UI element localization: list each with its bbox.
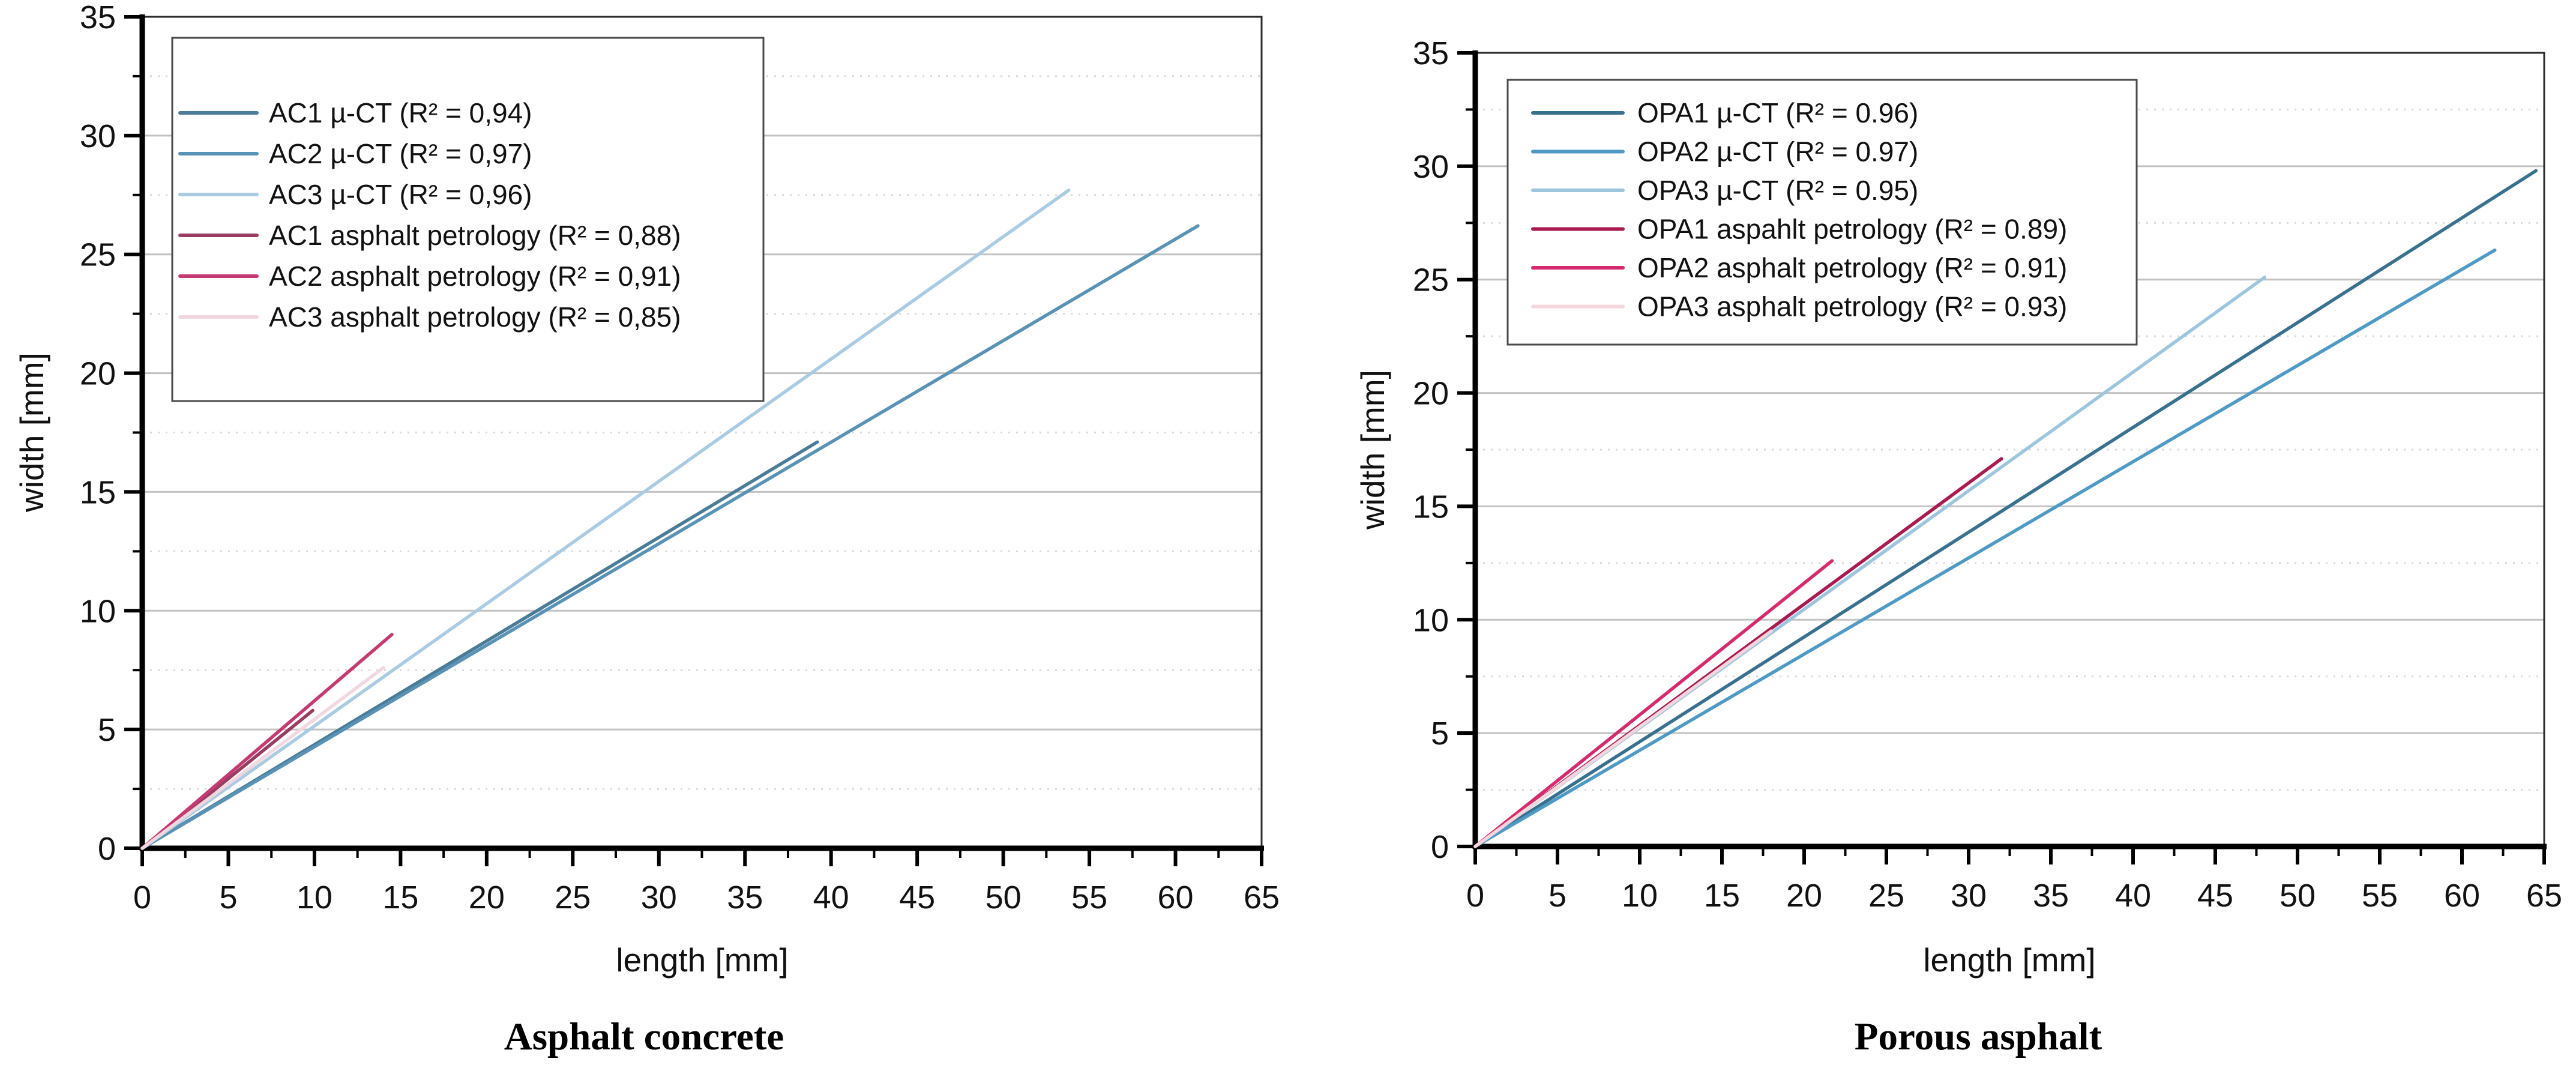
x-tick-label: 50 bbox=[986, 879, 1022, 916]
legend-entry-label: OPA1 aspahlt petrology (R² = 0.89) bbox=[1637, 214, 2067, 245]
chart-asphalt-concrete: 0 5 10 15 20 25 30 35 40 45 50 55 60 65 0 5 10 15 20 25 30 35… bbox=[13, 0, 1280, 1058]
x-tick-label: 5 bbox=[1548, 878, 1566, 914]
legend-entry-label: OPA1 µ-CT (R² = 0.96) bbox=[1637, 97, 1918, 128]
legend-entry-label: AC3 asphalt petrology (R² = 0,85) bbox=[269, 301, 681, 333]
x-tick-label: 55 bbox=[2362, 878, 2398, 914]
y-axis-title-left: width [mm] bbox=[13, 352, 50, 513]
legend-box bbox=[171, 37, 765, 402]
y-tick-label: 15 bbox=[1413, 489, 1449, 525]
x-tick-label: 25 bbox=[555, 879, 591, 916]
y-axis-title-right: width [mm] bbox=[1354, 370, 1391, 530]
x-axis-title-right: length [mm] bbox=[1923, 941, 2095, 979]
x-tick-label: 20 bbox=[469, 879, 505, 916]
x-tick-label: 10 bbox=[296, 879, 333, 916]
legend-box bbox=[1506, 79, 2138, 346]
y-tick-label: 5 bbox=[98, 712, 116, 748]
x-axis-title-left: length [mm] bbox=[616, 941, 788, 979]
legend-entry-label: AC2 µ-CT (R² = 0,97) bbox=[269, 138, 532, 169]
y-tick-label: 5 bbox=[1431, 716, 1449, 752]
y-tick-label: 0 bbox=[1431, 829, 1449, 865]
legend-entry-label: OPA3 asphalt petrology (R² = 0.93) bbox=[1637, 291, 2067, 322]
y-tick-label: 20 bbox=[1413, 376, 1449, 412]
x-tick-label: 0 bbox=[1466, 878, 1484, 914]
x-tick-label: 5 bbox=[219, 879, 237, 916]
caption-asphalt-concrete: Asphalt concrete bbox=[504, 1015, 784, 1058]
x-tick-label: 10 bbox=[1622, 878, 1658, 914]
x-tick-label: 15 bbox=[382, 879, 418, 916]
chart-right-dynamic-layer: 0 5 10 15 20 25 30 35 40 45 50 55 60 65 0 5 10 15 20 25 30 35… bbox=[1413, 35, 2562, 914]
y-tick-label: 30 bbox=[80, 118, 116, 154]
x-tick-label: 45 bbox=[2197, 878, 2233, 914]
y-tick-label: 10 bbox=[1413, 602, 1449, 638]
y-tick-label: 35 bbox=[80, 0, 116, 35]
x-tick-label: 35 bbox=[727, 879, 763, 916]
series-line bbox=[140, 633, 394, 850]
x-tick-label: 60 bbox=[1157, 879, 1193, 916]
legend-entry-label: AC1 asphalt petrology (R² = 0,88) bbox=[269, 220, 681, 251]
series-line bbox=[1473, 629, 1773, 848]
legend-entry-label: AC2 asphalt petrology (R² = 0,91) bbox=[269, 261, 681, 292]
x-tick-label: 30 bbox=[641, 879, 677, 916]
x-tick-label: 30 bbox=[1951, 878, 1987, 914]
y-tick-label: 10 bbox=[80, 593, 116, 629]
series-line bbox=[1473, 169, 2538, 848]
x-tick-label: 65 bbox=[1244, 879, 1280, 916]
legend-entry-label: OPA2 asphalt petrology (R² = 0.91) bbox=[1637, 252, 2067, 283]
y-tick-label: 0 bbox=[98, 831, 116, 867]
y-tick-label: 35 bbox=[1413, 35, 1449, 71]
caption-porous-asphalt: Porous asphalt bbox=[1855, 1015, 2102, 1058]
series-line bbox=[140, 666, 385, 850]
y-tick-label: 15 bbox=[80, 474, 116, 510]
series-line bbox=[1473, 559, 1834, 848]
x-tick-label: 25 bbox=[1868, 878, 1904, 914]
chart-left-dynamic-layer: 0 5 10 15 20 25 30 35 40 45 50 55 60 65 0 5 10 15 20 25 30 35… bbox=[80, 0, 1280, 916]
y-tick-label: 25 bbox=[1413, 262, 1449, 298]
legend-entry-label: AC3 µ-CT (R² = 0,96) bbox=[269, 179, 532, 210]
chart-porous-asphalt: 0 5 10 15 20 25 30 35 40 45 50 55 60 65 0 5 10 15 20 25 30 35… bbox=[1354, 35, 2562, 1058]
x-tick-label: 40 bbox=[813, 879, 849, 916]
series-line bbox=[140, 189, 1071, 850]
legend-entry-label: OPA2 µ-CT (R² = 0.97) bbox=[1637, 136, 1918, 167]
x-tick-label: 55 bbox=[1071, 879, 1107, 916]
y-tick-label: 25 bbox=[80, 237, 116, 273]
x-tick-label: 0 bbox=[133, 879, 151, 916]
x-tick-label: 35 bbox=[2033, 878, 2069, 914]
legend-entry-label: AC1 µ-CT (R² = 0,94) bbox=[269, 97, 532, 128]
x-tick-label: 40 bbox=[2115, 878, 2151, 914]
y-tick-label: 30 bbox=[1413, 149, 1449, 185]
x-tick-label: 60 bbox=[2444, 878, 2480, 914]
x-tick-label: 45 bbox=[899, 879, 935, 916]
x-tick-label: 65 bbox=[2526, 878, 2562, 914]
y-tick-label: 20 bbox=[80, 356, 116, 392]
legend-entry-label: OPA3 µ-CT (R² = 0.95) bbox=[1637, 175, 1918, 206]
series-line bbox=[1473, 248, 2497, 848]
series-line bbox=[140, 224, 1200, 850]
x-tick-label: 50 bbox=[2280, 878, 2316, 914]
x-tick-label: 20 bbox=[1786, 878, 1822, 914]
x-tick-label: 15 bbox=[1704, 878, 1740, 914]
